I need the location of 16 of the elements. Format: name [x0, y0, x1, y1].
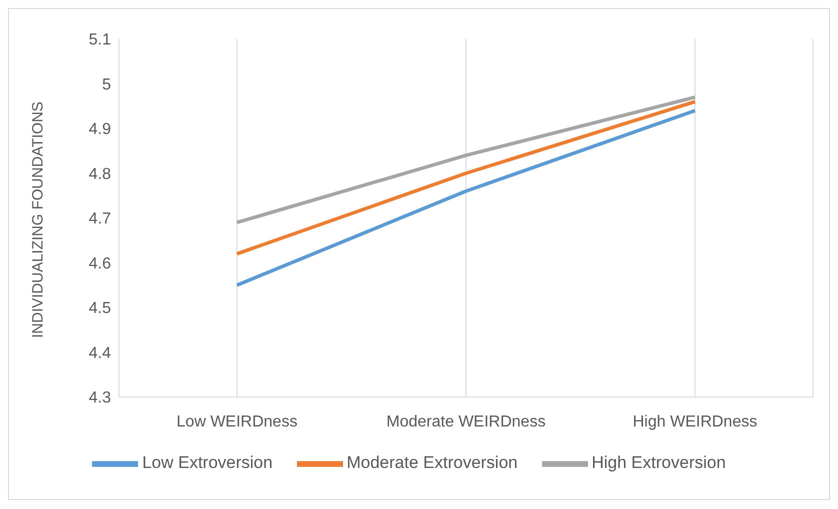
y-tick-label: 4.5 — [88, 300, 112, 318]
x-tick-label: High WEIRDness — [632, 413, 758, 430]
y-tick-label: 4.9 — [88, 121, 112, 138]
y-tick-label: 4.6 — [88, 255, 112, 272]
y-axis-title: INDIVIDUALIZING FOUNDATIONS — [29, 102, 46, 338]
y-tick-label: 5.1 — [88, 32, 112, 49]
legend-label: Moderate Extroversion — [346, 453, 518, 472]
y-tick-label: 5 — [102, 76, 112, 94]
legend-label: Low Extroversion — [142, 453, 273, 472]
legend-label: High Extroversion — [592, 453, 726, 472]
y-tick-label: 4.4 — [88, 344, 112, 362]
y-tick-label: 4.3 — [88, 390, 112, 407]
y-tick-label: 4.8 — [88, 166, 112, 183]
y-tick-label: 4.7 — [88, 210, 112, 228]
x-tick-label: Moderate WEIRDness — [386, 413, 546, 430]
x-tick-label: Low WEIRDness — [176, 413, 298, 430]
